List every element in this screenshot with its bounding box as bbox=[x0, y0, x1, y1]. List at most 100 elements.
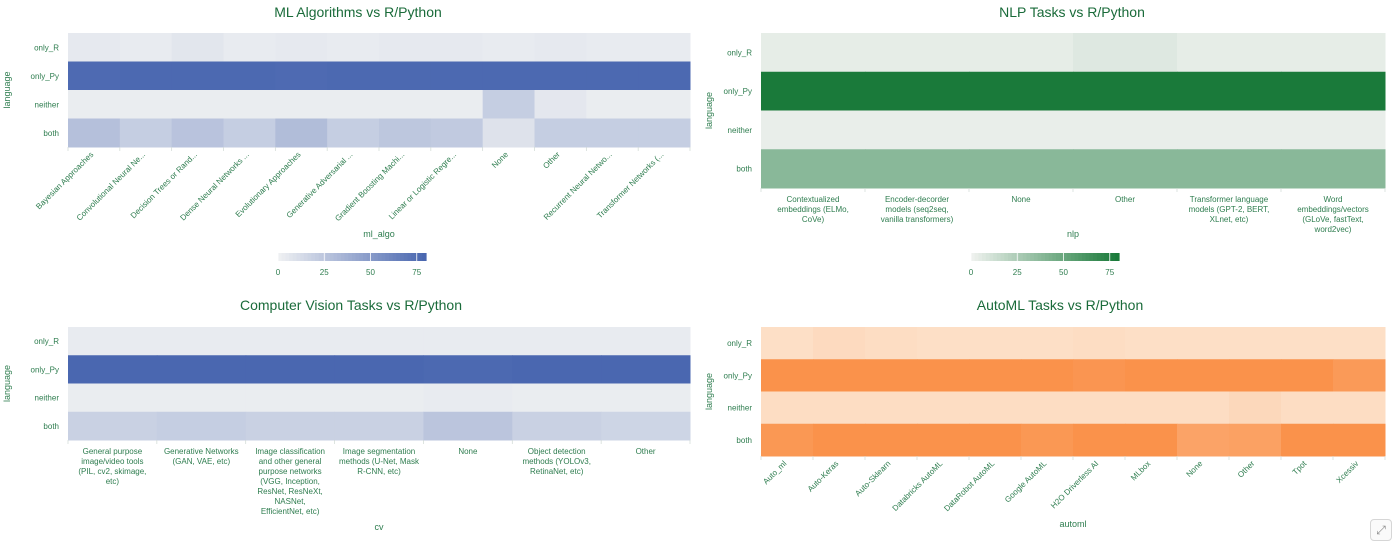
expand-icon[interactable]: ⤢ bbox=[1370, 519, 1392, 541]
ml-colorbar-swatch bbox=[344, 253, 349, 261]
ml-colorbar-swatch bbox=[326, 253, 331, 261]
ml-colorbar-swatch bbox=[407, 253, 412, 261]
nlp-colorbar-swatch bbox=[1111, 253, 1116, 261]
cv-x-tick-label: Generative Networks (GAN, VAE, etc) bbox=[164, 447, 239, 466]
nlp-cell bbox=[1073, 149, 1178, 189]
ml-cell bbox=[430, 61, 484, 91]
nlp-cell bbox=[1177, 149, 1282, 189]
cv-cell bbox=[423, 327, 513, 356]
cv-cell bbox=[156, 355, 247, 384]
ml-colorbar-swatch bbox=[370, 253, 375, 261]
cv-cell bbox=[68, 411, 158, 441]
automl-cell bbox=[1229, 359, 1282, 392]
nlp-cell bbox=[1177, 110, 1282, 150]
nlp-colorbar-swatch bbox=[1026, 253, 1031, 261]
ml-cell bbox=[586, 33, 639, 62]
ml-colorbar-swatch bbox=[411, 253, 416, 261]
ml-colorbar-swatch bbox=[385, 253, 390, 261]
nlp-colorbar-swatch bbox=[1048, 253, 1053, 261]
automl-cell bbox=[1125, 423, 1178, 457]
automl-cell bbox=[1021, 423, 1074, 457]
ml-cell bbox=[638, 90, 691, 119]
ml-cell bbox=[327, 33, 380, 62]
nlp-x-tick-label: None bbox=[1011, 195, 1031, 204]
automl-cell bbox=[1229, 327, 1282, 360]
automl-cell bbox=[917, 391, 970, 425]
ml-cell bbox=[119, 61, 173, 91]
ml-cell bbox=[638, 33, 691, 62]
automl-cell bbox=[1073, 423, 1126, 457]
ml-cell bbox=[171, 118, 224, 148]
nlp-colorbar-swatch bbox=[993, 253, 998, 261]
nlp-x-tick-label: Other bbox=[1115, 195, 1135, 204]
ml-colorbar-swatch bbox=[396, 253, 401, 261]
ml-colorbar-swatch bbox=[281, 253, 286, 261]
ml-cell bbox=[275, 118, 328, 148]
automl-cell bbox=[813, 327, 866, 360]
automl-x-tick-label: Other bbox=[1236, 459, 1257, 480]
ml-cell bbox=[379, 61, 432, 91]
ml-colorbar-swatch bbox=[377, 253, 383, 261]
automl-x-tick-label: Xcessiv bbox=[1335, 459, 1361, 485]
nlp-cell bbox=[1281, 33, 1386, 73]
ml-cell bbox=[379, 118, 432, 148]
nlp-cell bbox=[761, 71, 866, 111]
nlp-cell bbox=[1073, 71, 1178, 111]
ml-colorbar-swatch bbox=[363, 253, 368, 261]
ml-colorbar-swatch bbox=[292, 253, 298, 261]
cv-y-tick-label: only_R bbox=[34, 337, 59, 346]
cv-cell bbox=[423, 383, 513, 413]
automl-cell bbox=[761, 327, 814, 360]
ml-cell bbox=[171, 90, 224, 119]
ml-colorbar-swatch bbox=[337, 253, 342, 261]
cv-x-tick-label: Other bbox=[636, 447, 656, 456]
automl-x-tick-label: H2O Driverless AI bbox=[1049, 459, 1100, 510]
nlp-colorbar-swatch bbox=[1078, 253, 1083, 261]
nlp-y-tick-label: neither bbox=[728, 126, 753, 135]
automl-x-tick-label: None bbox=[1185, 459, 1205, 479]
automl-heatmap: AutoML Tasks vs R/Python only_R only_Pynei… bbox=[704, 297, 1386, 529]
ml-colorbar-tick-label: 50 bbox=[366, 268, 375, 277]
ml-colorbar-swatch bbox=[392, 253, 397, 261]
ml-colorbar-swatch bbox=[400, 253, 405, 261]
ml-cell bbox=[379, 90, 432, 119]
ml-x-tick-label: Other bbox=[541, 150, 562, 171]
cv-y-tick-label: neither bbox=[35, 394, 60, 403]
nlp-cell bbox=[969, 149, 1074, 189]
cv-cell bbox=[601, 383, 691, 413]
ml-cell bbox=[223, 118, 276, 148]
automl-cell bbox=[1125, 327, 1178, 360]
ml-cell bbox=[482, 33, 535, 62]
nlp-colorbar-swatch bbox=[1004, 253, 1009, 261]
automl-x-tick-label: Auto-Keras bbox=[806, 459, 841, 494]
cv-y-axis-label: language bbox=[2, 365, 12, 402]
nlp-colorbar-swatch bbox=[1041, 253, 1046, 261]
nlp-colorbar-swatch bbox=[1074, 253, 1079, 261]
automl-cell bbox=[1177, 391, 1230, 425]
automl-cell bbox=[865, 391, 918, 425]
nlp-cell bbox=[1281, 110, 1386, 150]
automl-cell bbox=[1333, 327, 1386, 360]
nlp-cell bbox=[865, 110, 970, 150]
ml-colorbar-swatch bbox=[389, 253, 394, 261]
ml-cell bbox=[327, 61, 380, 91]
nlp-colorbar-swatch bbox=[1070, 253, 1076, 261]
cv-title: Computer Vision Tasks vs R/Python bbox=[240, 297, 462, 313]
ml-cell bbox=[379, 33, 432, 62]
automl-cell bbox=[1333, 359, 1386, 392]
cv-cell bbox=[512, 383, 602, 413]
nlp-cell bbox=[969, 71, 1074, 111]
cv-cell bbox=[245, 383, 336, 413]
ml-cell bbox=[223, 90, 276, 119]
ml-colorbar-swatch bbox=[333, 253, 338, 261]
ml-cell bbox=[275, 61, 328, 91]
cv-cell bbox=[245, 355, 336, 384]
automl-cell bbox=[917, 359, 970, 392]
ml-cell bbox=[430, 90, 484, 119]
ml-colorbar-swatch bbox=[403, 253, 409, 261]
cv-cell bbox=[245, 411, 336, 441]
automl-cell bbox=[1229, 423, 1282, 457]
automl-y-axis-label: language bbox=[704, 373, 714, 410]
nlp-colorbar-swatch bbox=[978, 253, 983, 261]
ml-cell bbox=[171, 33, 224, 62]
